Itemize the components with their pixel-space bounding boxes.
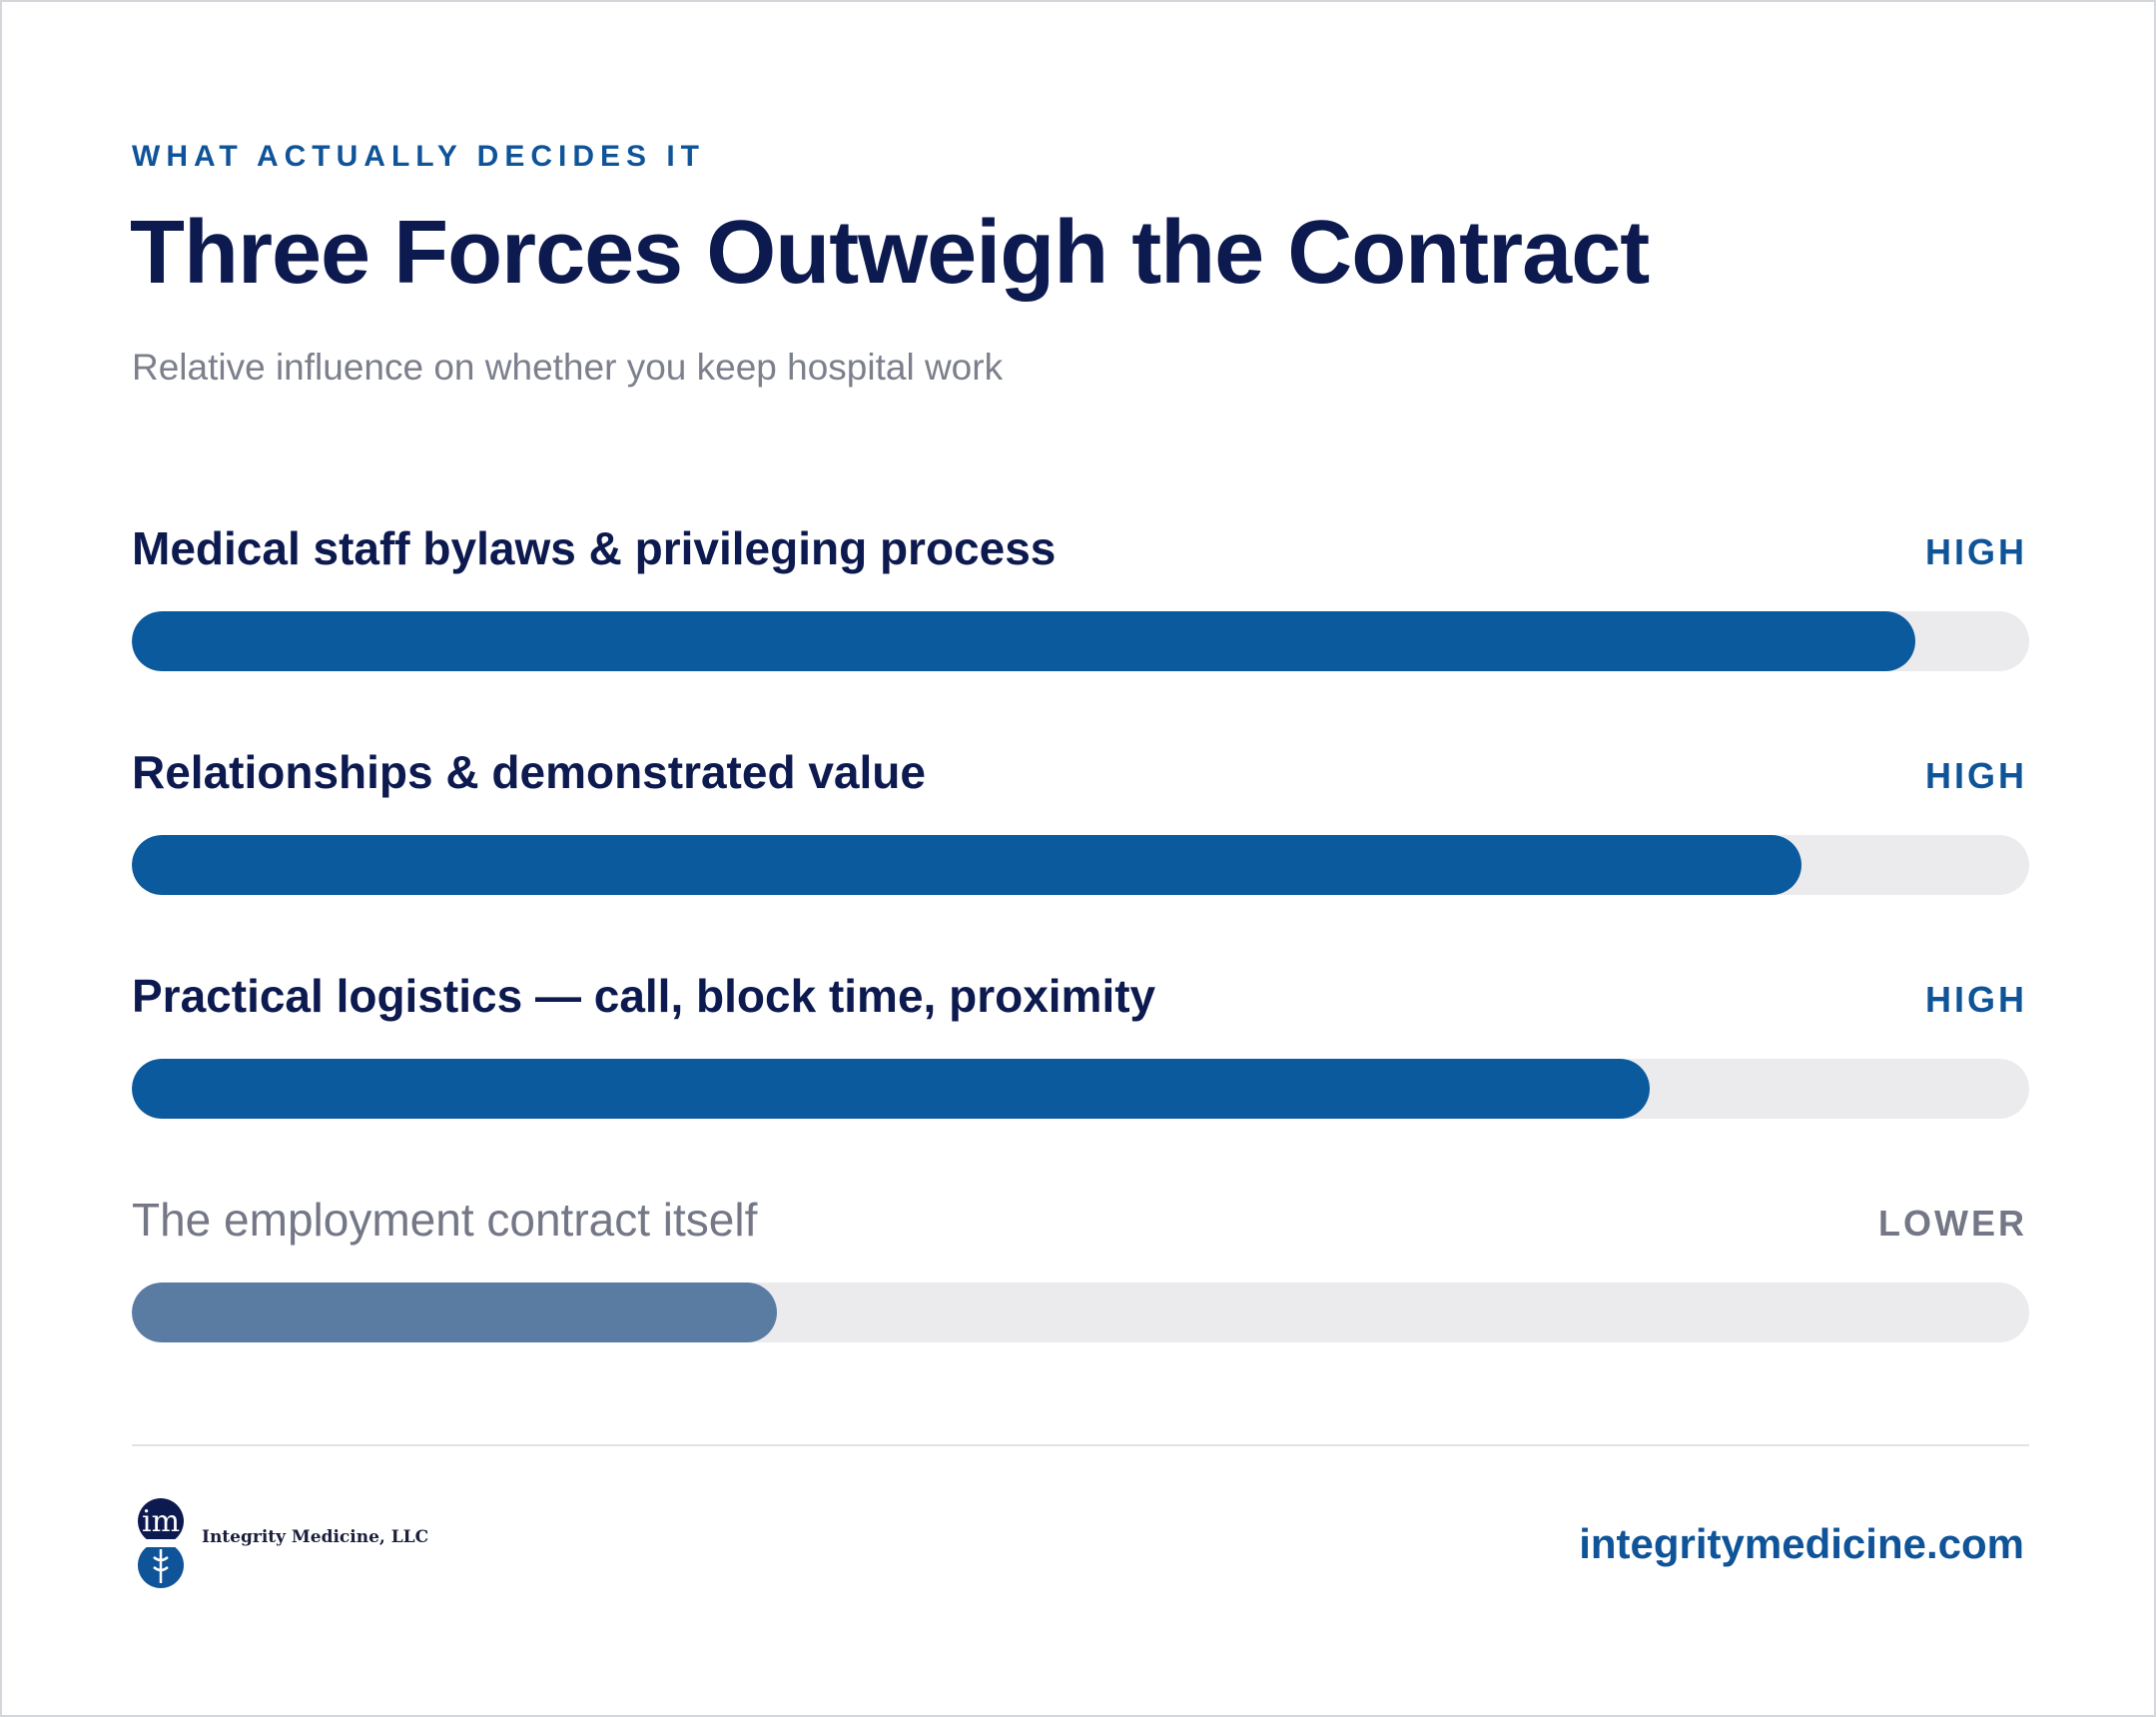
bar-fill xyxy=(132,611,1915,671)
bar-fill xyxy=(132,1059,1650,1119)
integrity-medicine-logo-icon: im xyxy=(138,1498,184,1588)
page-subtitle: Relative influence on whether you keep h… xyxy=(132,347,1004,388)
bar-label: Medical staff bylaws & privileging proce… xyxy=(132,522,1057,574)
influence-level-badge: HIGH xyxy=(1925,979,2027,1020)
bar-row: Practical logistics — call, block time, … xyxy=(132,969,2029,1193)
bar-track xyxy=(132,1283,2029,1342)
bar-label: The employment contract itself xyxy=(132,1194,758,1246)
eyebrow-label: WHAT ACTUALLY DECIDES IT xyxy=(132,140,706,173)
bar-label: Practical logistics — call, block time, … xyxy=(132,970,1156,1022)
bar-fill xyxy=(132,835,1801,895)
website-link[interactable]: integritymedicine.com xyxy=(1579,1520,2024,1567)
bar-track xyxy=(132,1059,2029,1119)
influence-level-badge: LOWER xyxy=(1878,1203,2027,1244)
influence-level-badge: HIGH xyxy=(1925,531,2027,572)
bar-row: The employment contract itself LOWER xyxy=(132,1193,2029,1416)
influence-bar-chart: Medical staff bylaws & privileging proce… xyxy=(132,521,2029,1416)
bar-label: Relationships & demonstrated value xyxy=(132,746,926,798)
company-name: Integrity Medicine, LLC xyxy=(202,1527,429,1547)
page-title: Three Forces Outweigh the Contract xyxy=(130,203,1650,303)
bar-track xyxy=(132,611,2029,671)
bar-row: Relationships & demonstrated value HIGH xyxy=(132,745,2029,969)
influence-level-badge: HIGH xyxy=(1925,755,2027,796)
bar-track xyxy=(132,835,2029,895)
bar-row: Medical staff bylaws & privileging proce… xyxy=(132,521,2029,745)
footer-divider xyxy=(132,1444,2029,1446)
bar-fill xyxy=(132,1283,777,1342)
logo-monogram: im xyxy=(142,1504,180,1539)
